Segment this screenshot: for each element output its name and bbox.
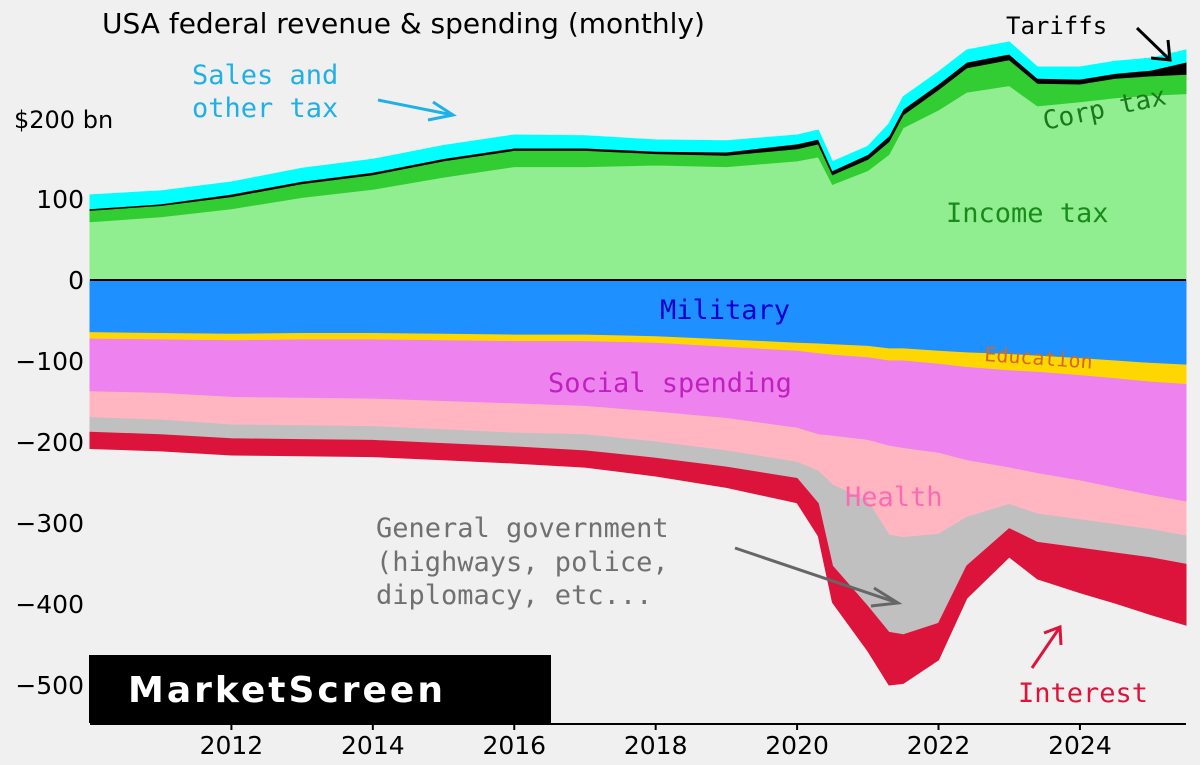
interest-arrowhead — [1043, 624, 1063, 646]
general-govt-arrowhead — [870, 586, 903, 608]
x-tick-label: 2016 — [482, 731, 546, 760]
y-tick-label: −500 — [15, 671, 84, 700]
x-axis-ticks: 2012 2014 2016 2018 2020 2022 2024 — [200, 724, 1112, 760]
x-tick-label: 2014 — [341, 731, 405, 760]
y-tick-label: −300 — [15, 509, 84, 538]
y-unit-label: $200 bn — [14, 106, 113, 134]
general-govt-arrow — [734, 546, 899, 605]
annotation-general-govt-line2: (highways, police, — [376, 547, 669, 578]
revenue-area-sales-and-other-tax — [89, 41, 1187, 210]
annotation-general-govt-line3: diplomacy, etc... — [376, 580, 652, 611]
x-tick-label: 2024 — [1048, 731, 1112, 760]
annotation-interest: Interest — [1018, 678, 1148, 709]
watermark-box: MarketScreen — [89, 655, 551, 723]
watermark-background — [89, 655, 551, 723]
sales-tax-arrow — [377, 98, 454, 117]
annotation-tariffs: Tariffs — [1006, 12, 1107, 40]
tariffs-arrowhead — [1150, 39, 1172, 62]
annotation-sales-tax-line1: Sales and — [192, 60, 338, 91]
sales-tax-arrowhead — [427, 100, 457, 122]
y-tick-label: 0 — [68, 266, 84, 295]
spending-area-interest — [89, 431, 1187, 686]
tariffs-arrow — [1135, 26, 1172, 62]
x-tick-label: 2022 — [907, 731, 971, 760]
y-axis-ticks: 100 0 −100 −200 −300 −400 −500 — [15, 185, 84, 700]
chart-title: USA federal revenue & spending (monthly) — [102, 7, 705, 40]
stacked-areas — [89, 41, 1187, 686]
annotation-social-spending: Social spending — [548, 368, 792, 399]
x-tick-label: 2018 — [624, 731, 688, 760]
x-tick-label: 2020 — [765, 731, 829, 760]
x-tick-label: 2012 — [200, 731, 264, 760]
annotation-military: Military — [660, 295, 790, 326]
annotation-general-govt-line1: General government — [376, 513, 669, 544]
annotation-sales-tax-line2: other tax — [192, 93, 338, 124]
y-tick-label: −200 — [15, 428, 84, 457]
y-tick-label: −400 — [15, 590, 84, 619]
annotations: Sales and other tax Tariffs Corp tax Inc… — [192, 12, 1172, 709]
annotation-income-tax: Income tax — [946, 198, 1109, 229]
interest-arrow — [1030, 626, 1062, 669]
annotation-health: Health — [845, 482, 943, 513]
y-tick-label: −100 — [15, 347, 84, 376]
y-tick-label: 100 — [36, 185, 84, 214]
watermark-logo: MarketScreen — [128, 670, 446, 711]
